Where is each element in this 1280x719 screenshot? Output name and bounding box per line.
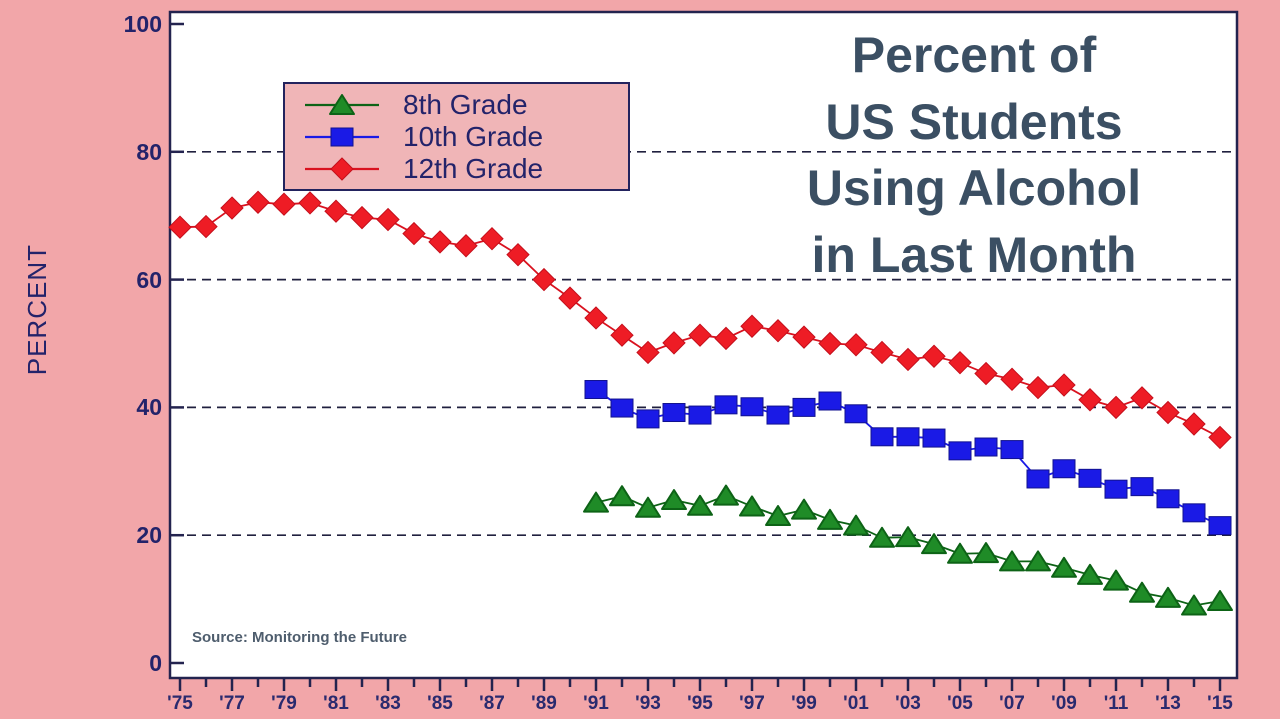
x-tick-label-1975: '75 <box>167 693 193 714</box>
diamond-marker-icon <box>305 156 379 181</box>
x-tick-label-1999: '99 <box>791 693 817 714</box>
legend-label: 12th Grade <box>403 152 544 184</box>
chart-title: Percent of US Students Using Alcohol in Las… <box>758 22 1190 288</box>
x-tick-label-2013: '13 <box>1155 693 1181 714</box>
x-tick-label-2005: '05 <box>947 693 973 714</box>
y-tick-label-60: 60 <box>136 266 162 293</box>
legend: 8th Grade 10th Grade 12th Grade <box>283 82 630 191</box>
series-10th-grade <box>584 380 1232 536</box>
y-tick-label-80: 80 <box>136 138 162 165</box>
source-note: Source: Monitoring the Future <box>192 629 407 646</box>
y-axis-ticks <box>171 22 184 665</box>
chart-title-line-3: Using Alcohol <box>806 160 1142 216</box>
series-12th-grade <box>168 190 1232 450</box>
y-tick-label-100: 100 <box>123 11 162 37</box>
x-tick-label-2007: '07 <box>999 693 1025 714</box>
x-tick-label-1985: '85 <box>427 693 453 714</box>
x-tick-label-1987: '87 <box>479 693 505 714</box>
legend-item-12th-grade: 12th Grade <box>299 153 628 185</box>
x-tick-label-1983: '83 <box>375 693 401 714</box>
x-tick-label-1979: '79 <box>271 693 297 714</box>
legend-label: 10th Grade <box>403 120 544 152</box>
chart-title-line-1: Percent of <box>851 27 1097 83</box>
series-10th-grade-markers <box>584 380 1232 536</box>
x-tick-label-1981: '81 <box>323 693 349 714</box>
x-tick-label-1977: '77 <box>219 693 245 714</box>
x-tick-label-1997: '97 <box>739 693 765 714</box>
x-tick-label-2001: '01 <box>843 693 869 714</box>
x-tick-label-1989: '89 <box>531 693 557 714</box>
series-12th-grade-markers <box>168 190 1232 450</box>
square-marker-icon <box>305 127 379 146</box>
x-tick-label-2003: '03 <box>895 693 921 714</box>
x-axis-ticks <box>178 678 1222 691</box>
y-axis-title: PERCENT <box>22 244 52 376</box>
x-tick-label-1993: '93 <box>635 693 661 714</box>
x-tick-label-2011: '11 <box>1103 693 1129 714</box>
chart-title-line-4: in Last Month <box>811 226 1137 283</box>
x-tick-label-1995: '95 <box>687 693 713 714</box>
legend-item-8th-grade: 8th Grade <box>299 89 628 121</box>
triangle-marker-icon <box>305 93 379 115</box>
x-tick-label-2009: '09 <box>1051 693 1077 714</box>
chart-title-line-2: US Students <box>825 93 1123 150</box>
y-tick-label-40: 40 <box>136 394 162 421</box>
y-tick-label-20: 20 <box>136 522 162 549</box>
series-8th-grade <box>583 484 1233 616</box>
series-8th-grade-markers <box>583 484 1233 616</box>
legend-item-10th-grade: 10th Grade <box>299 121 628 153</box>
x-tick-label-1991: '91 <box>583 693 609 714</box>
y-tick-label-0: 0 <box>149 650 162 676</box>
legend-label: 8th Grade <box>403 88 528 120</box>
x-tick-label-2015: '15 <box>1207 693 1233 714</box>
